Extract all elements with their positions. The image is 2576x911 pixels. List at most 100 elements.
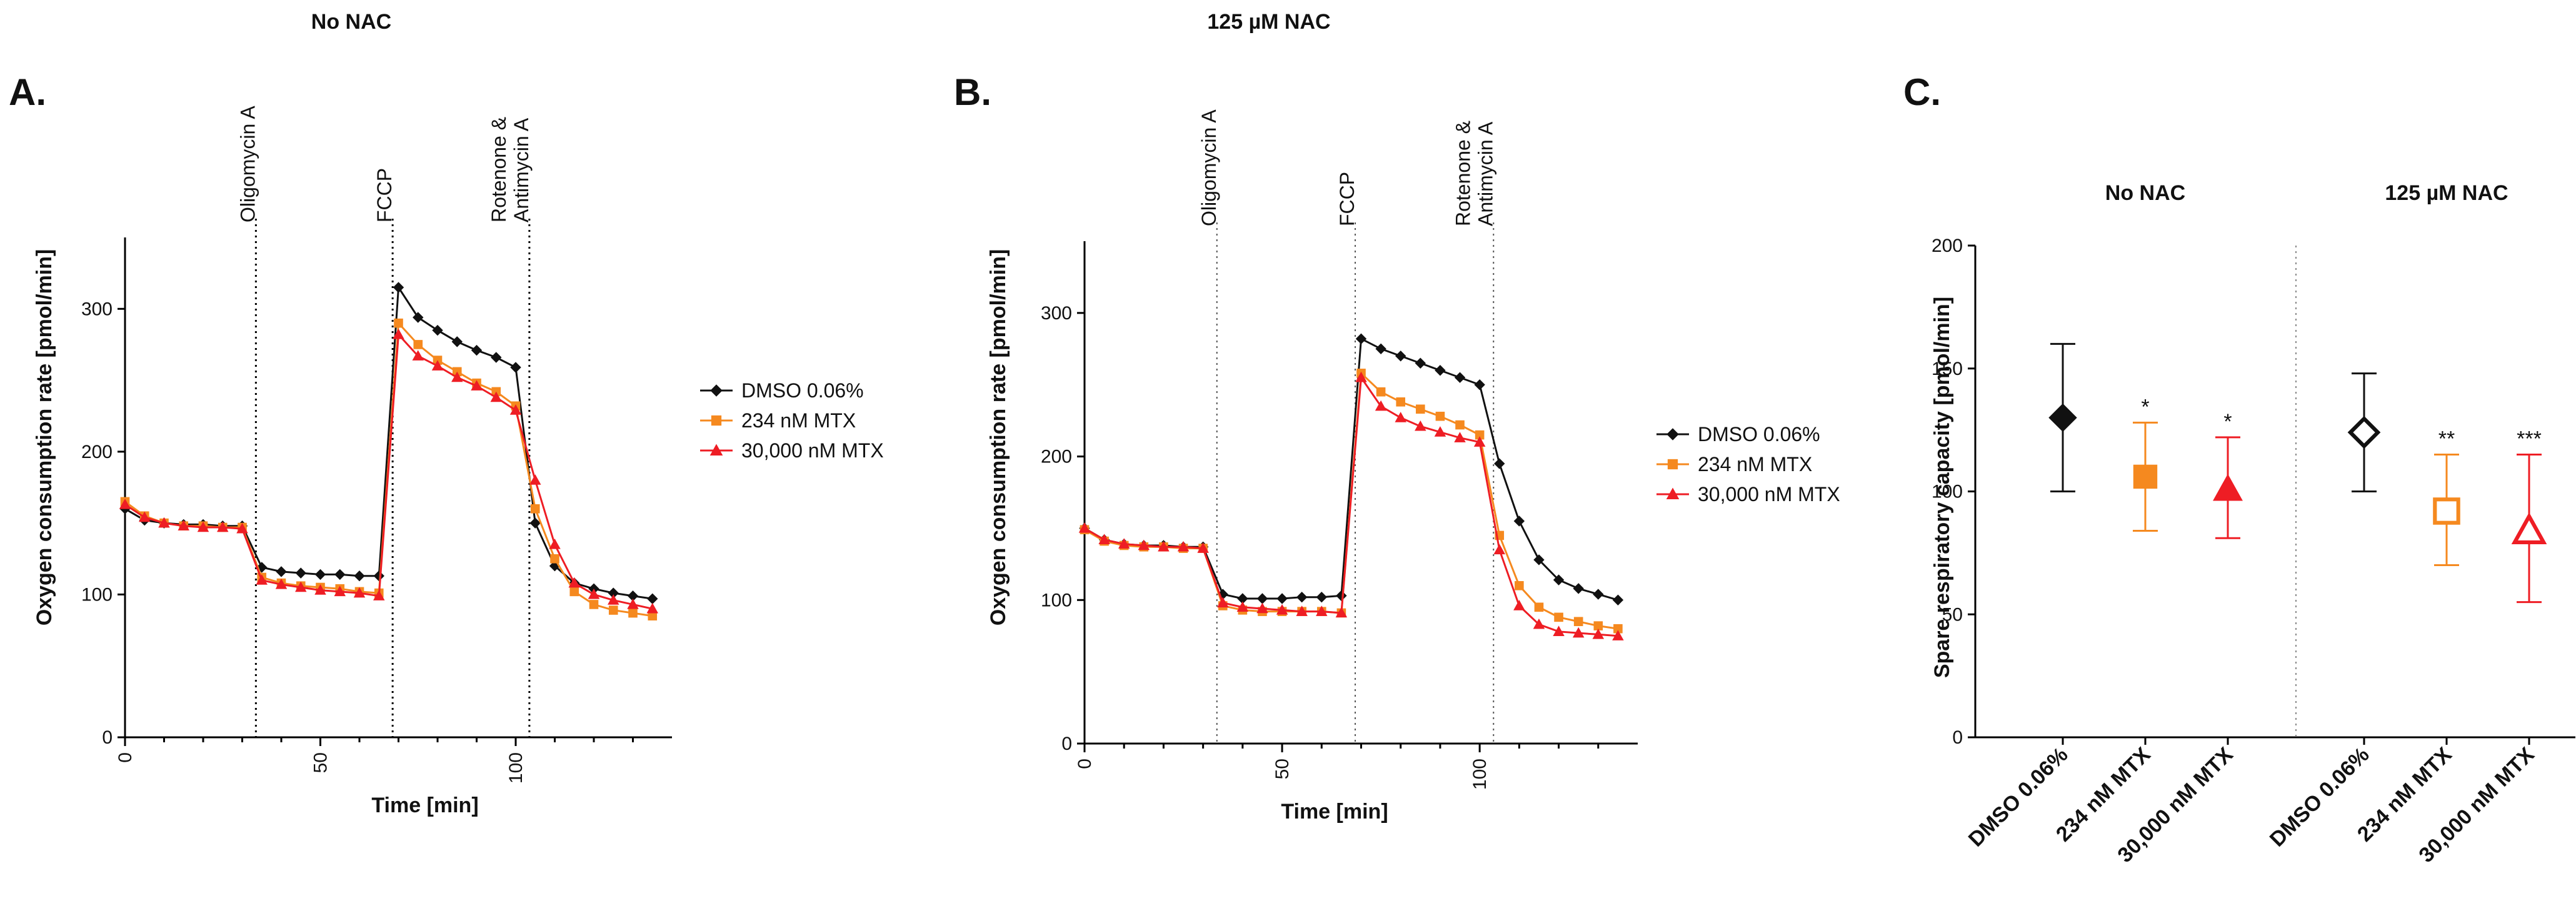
panel-a-data-point — [373, 570, 384, 582]
panel-a-data-point — [217, 521, 229, 532]
panel-a-data-point — [295, 581, 307, 592]
panel-a-injection-label: Oligomycin A — [236, 106, 259, 222]
panel-b-data-point — [1513, 600, 1525, 610]
panel-a-data-point — [236, 522, 248, 534]
panel-b-ytick-label: 300 — [1041, 303, 1072, 324]
panel-b-injection-label: FCCP — [1336, 172, 1358, 226]
panel-b-xlabel: Time [min] — [1281, 800, 1388, 824]
panel-c-ytick-label: 200 — [1932, 236, 1963, 256]
panel-a-injection-label: Antimycin A — [510, 117, 533, 222]
panel-b-data-point — [1217, 597, 1229, 608]
panel-a-data-point — [354, 570, 365, 582]
panel-a-data-point — [314, 584, 326, 595]
panel-a-data-point — [471, 380, 483, 391]
panel-a-data-point — [197, 521, 209, 532]
panel-a-legend-label: 234 nM MTX — [741, 409, 856, 432]
panel-b-data-point — [1316, 605, 1328, 616]
panel-b-data-point — [1573, 583, 1584, 594]
panel-a-data-point — [588, 588, 600, 599]
panel-b-data-point — [1276, 593, 1288, 604]
panel-a-xlabel: Time [min] — [371, 794, 478, 817]
panel-a-data-point — [314, 569, 326, 580]
panel-b-data-point — [1177, 540, 1190, 552]
panel-b-data-point — [1553, 574, 1565, 585]
panel-b-data-point — [1296, 605, 1308, 616]
panel-a-xtick-label: 0 — [115, 752, 136, 763]
panel-b-data-point — [1375, 343, 1386, 354]
panel-b-data-point — [1553, 625, 1565, 637]
panel-b-data-point — [1415, 357, 1426, 369]
panel-a-data-point — [432, 324, 443, 336]
panel-b-legend-label: DMSO 0.06% — [1698, 423, 1820, 446]
panel-a-ytick-label: 100 — [81, 584, 113, 605]
panel-c-mean-marker — [2133, 464, 2158, 489]
panel-a-data-point — [646, 602, 658, 614]
panel-b-series-line — [1084, 374, 1618, 637]
panel-b-data-point — [1513, 515, 1525, 527]
panel-a-data-point — [393, 328, 404, 339]
panel-b-data-point — [1197, 542, 1209, 553]
panel-b-data-point — [1455, 420, 1465, 430]
panel-a-data-point — [413, 340, 423, 349]
panel-c-group-title: 125 µM NAC — [2385, 181, 2508, 205]
panel-b-data-point — [1138, 539, 1150, 550]
panel-a-data-point — [158, 517, 170, 528]
panel-b-legend-marker — [1666, 428, 1679, 441]
panel-b-data-point — [1355, 371, 1367, 382]
panel-b-data-point — [1612, 630, 1624, 640]
panel-b-ylabel: Oxygen consumption rate [pmol/min] — [986, 249, 1010, 626]
panel-c-significance: *** — [2517, 427, 2542, 451]
panel-a-data-point — [509, 404, 522, 415]
panel-b-data-point — [1572, 627, 1585, 638]
panel-a-data-point — [295, 567, 306, 579]
panel-b-data-point — [1118, 538, 1130, 549]
panel-a-data-point — [568, 577, 580, 588]
panel-a-data-point — [628, 608, 638, 618]
panel-c-significance: * — [2223, 410, 2232, 434]
panel-c-ytick-label: 100 — [1932, 482, 1963, 502]
panel-c-mean-marker — [2433, 497, 2460, 525]
panel-c-significance: ** — [2438, 427, 2455, 451]
panel-a-data-point — [608, 605, 618, 615]
panel-b-data-point — [1533, 618, 1545, 629]
panel-a-ytick-label: 200 — [81, 442, 113, 462]
panel-b-data-point — [1375, 400, 1387, 411]
panel-b: B. Oxygen consumption rate [pmol/min] Ti… — [954, 71, 1840, 824]
panel-b-data-point — [1593, 589, 1604, 600]
panel-a-data-point — [139, 511, 151, 522]
panel-a-series-line — [124, 332, 653, 610]
panel-b-xtick-label: 50 — [1272, 759, 1293, 779]
panel-a-data-point — [490, 391, 502, 402]
panel-b-data-point — [1276, 604, 1288, 615]
panel-a-data-point — [510, 362, 521, 373]
panel-b-legend-label: 234 nM MTX — [1698, 453, 1812, 475]
panel-b-data-point — [1158, 540, 1170, 552]
panel-b-data-point — [1454, 432, 1466, 442]
panel-b-data-point — [1236, 601, 1249, 612]
panel-b-legend-label: 30,000 nM MTX — [1698, 483, 1840, 505]
panel-a-data-point — [119, 498, 131, 509]
panel-b-data-point — [1256, 593, 1268, 604]
panel-a-injection-label: Rotenone & — [488, 117, 510, 222]
panel-b-data-point — [1533, 554, 1545, 565]
panel-a-data-point — [178, 520, 189, 530]
panel-a-legend-marker — [711, 415, 722, 426]
panel-a-data-point — [471, 344, 483, 356]
panel-a-ytick-label: 300 — [81, 299, 113, 319]
panel-b-data-point — [1396, 397, 1406, 407]
panel-b-ytick-label: 100 — [1041, 590, 1072, 610]
panel-b-data-point — [1376, 387, 1386, 397]
panel-c-significance: * — [2141, 395, 2149, 419]
panel-a-data-point — [451, 371, 463, 382]
panel-a-data-point — [549, 538, 561, 549]
panel-b-data-point — [1416, 404, 1425, 414]
panel-a-legend: DMSO 0.06% 234 nM MTX 30,000 nM MTX — [700, 379, 884, 462]
panel-a-data-point — [608, 594, 619, 605]
panel-b-data-point — [1355, 333, 1367, 344]
panel-a-ylabel: Oxygen consumption rate [pmol/min] — [33, 249, 56, 626]
panel-b-data-point — [1494, 458, 1505, 469]
panel-c-mean-marker — [2213, 474, 2243, 501]
panel-b-xtick-label: 100 — [1470, 759, 1490, 790]
